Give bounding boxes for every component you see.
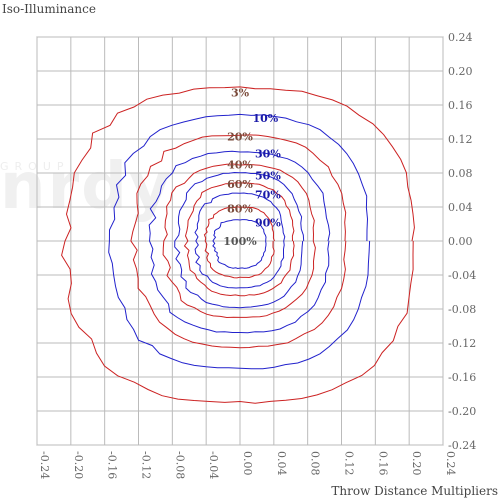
contour-80-pct xyxy=(203,206,275,279)
x-tick-label: -0.08 xyxy=(173,451,186,479)
contour-label: 30% xyxy=(255,147,281,160)
contour-20-pct xyxy=(130,134,347,349)
y-tick-label: 0.12 xyxy=(448,133,473,146)
contour-label: 50% xyxy=(255,170,281,183)
x-tick-label: 0.04 xyxy=(275,451,288,476)
y-tick-label: -0.20 xyxy=(448,405,476,418)
contour-label: 20% xyxy=(227,130,253,143)
y-tick-label: -0.24 xyxy=(448,439,476,452)
contour-label: 40% xyxy=(227,159,253,172)
contour-3-pct xyxy=(61,86,415,404)
x-tick-label: 0.08 xyxy=(309,451,322,476)
contour-label: 60% xyxy=(227,178,253,191)
x-tick-label: 0.12 xyxy=(343,451,356,476)
contour-90-pct xyxy=(212,219,267,270)
contour-label: 90% xyxy=(255,216,281,229)
x-tick-label: 0.00 xyxy=(241,451,254,476)
contour-label: 100% xyxy=(223,235,257,248)
contour-10-pct xyxy=(108,113,371,370)
x-axis-label: Throw Distance Multipliers xyxy=(331,484,498,498)
x-tick-label: -0.16 xyxy=(106,451,119,479)
y-tick-label: 0.24 xyxy=(448,31,473,44)
y-tick-label: 0.00 xyxy=(448,235,473,248)
y-tick-label: 0.20 xyxy=(448,65,473,78)
x-tick-label: -0.24 xyxy=(38,451,51,479)
x-tick-label: 0.24 xyxy=(444,451,457,476)
chart-title: Iso-Illuminance xyxy=(2,2,96,16)
x-tick-label: 0.20 xyxy=(410,451,423,476)
contour-label: 3% xyxy=(231,86,250,99)
x-tick-label: -0.12 xyxy=(140,451,153,479)
contour-60-pct xyxy=(183,182,295,297)
y-tick-label: -0.08 xyxy=(448,303,476,316)
y-tick-label: -0.12 xyxy=(448,337,476,350)
contour-label: 10% xyxy=(252,112,278,125)
watermark-logo: nrdy xyxy=(0,150,173,224)
contour-70-pct xyxy=(194,192,286,289)
x-tick-label: -0.04 xyxy=(207,451,220,479)
contour-40-pct xyxy=(162,163,316,319)
contour-label: 70% xyxy=(255,188,281,201)
watermark-group-text: GROUP xyxy=(0,160,70,173)
y-tick-label: -0.04 xyxy=(448,269,476,282)
y-tick-label: 0.16 xyxy=(448,99,473,112)
contour-30-pct xyxy=(148,150,331,334)
x-tick-label: 0.16 xyxy=(376,451,389,476)
x-tick-label: -0.20 xyxy=(72,451,85,479)
y-tick-label: 0.08 xyxy=(448,167,473,180)
contour-50-pct xyxy=(174,171,305,309)
y-tick-label: -0.16 xyxy=(448,371,476,384)
y-tick-label: 0.04 xyxy=(448,201,473,214)
contour-label: 80% xyxy=(227,203,253,216)
